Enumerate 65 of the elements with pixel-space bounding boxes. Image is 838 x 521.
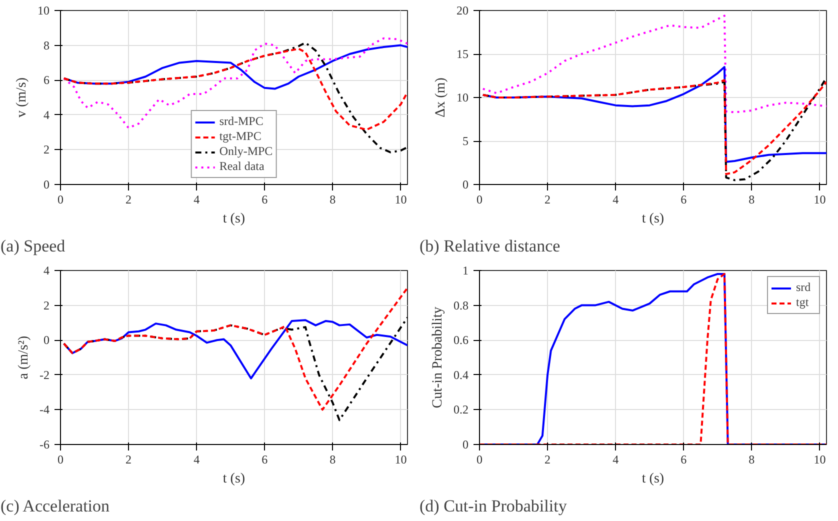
- y-tick-label: 1: [462, 264, 468, 278]
- y-axis-title: v (m/s): [14, 77, 30, 118]
- x-tick-label: 4: [612, 192, 619, 206]
- y-tick-label: 20: [456, 4, 468, 18]
- y-tick-label: 15: [456, 47, 468, 61]
- x-tick-label: 4: [612, 452, 619, 466]
- text: (c) Acceleration: [0, 496, 110, 516]
- x-tick-label: 8: [330, 452, 336, 466]
- x-tick-label: 10: [394, 452, 407, 466]
- legend-label: Only-MPC: [219, 144, 273, 159]
- x-tick-label: 6: [262, 192, 268, 206]
- x-tick-label: 8: [330, 192, 336, 206]
- text: (d) Cut-in Probability: [420, 496, 568, 516]
- y-tick-label: -4: [40, 402, 50, 417]
- x-axis-title: t (s): [642, 212, 664, 226]
- x-axis-title: t (s): [642, 472, 664, 486]
- legend-label: Real data: [219, 159, 264, 174]
- x-tick-label: 0: [58, 452, 64, 466]
- x-tick-label: 0: [58, 192, 64, 206]
- x-tick-label: 6: [262, 452, 268, 466]
- legend-label: srd-MPC: [219, 114, 264, 129]
- y-tick-label: 0.6: [454, 333, 468, 348]
- y-tick-label: 6: [44, 73, 50, 88]
- y-tick-label: 5: [462, 134, 468, 148]
- y-tick-label: 10: [456, 90, 468, 104]
- x-tick-label: 6: [680, 452, 687, 466]
- x-tick-label: 10: [814, 452, 826, 466]
- legend-label: tgt-MPC: [219, 129, 262, 144]
- x-tick-label: 8: [748, 192, 755, 206]
- y-tick-label: 0.8: [454, 298, 468, 312]
- x-tick-label: 2: [544, 452, 551, 466]
- text: (a) Speed: [0, 236, 66, 256]
- text: (b) Relative distance: [420, 236, 560, 256]
- y-tick-label: 0: [44, 333, 50, 348]
- x-tick-label: 6: [680, 192, 687, 206]
- y-tick-label: 8: [44, 38, 50, 52]
- y-tick-label: 0: [44, 178, 50, 192]
- x-tick-label: 10: [814, 192, 826, 206]
- y-tick-label: 4: [44, 108, 50, 122]
- x-tick-label: 10: [394, 192, 407, 206]
- y-tick-label: 0.4: [454, 368, 468, 382]
- x-tick-label: 4: [194, 192, 200, 206]
- legend-label: tgt: [796, 295, 810, 310]
- y-axis-title: Δx (m): [434, 77, 448, 118]
- y-axis-title: a (m/s²): [16, 335, 32, 380]
- y-tick-label: 2: [44, 298, 50, 312]
- y-tick-label: 0: [462, 178, 468, 192]
- y-axis-title: Cut-in Probability: [430, 306, 446, 408]
- x-tick-label: 2: [126, 452, 132, 466]
- y-tick-label: 4: [44, 264, 50, 278]
- x-tick-label: 2: [544, 192, 551, 206]
- y-tick-label: 10: [38, 4, 50, 18]
- legend-label: srd: [796, 280, 812, 295]
- y-tick-label: -6: [40, 438, 50, 452]
- x-tick-label: 2: [126, 192, 132, 206]
- x-tick-label: 8: [748, 452, 755, 466]
- x-tick-label: 0: [476, 192, 482, 206]
- y-tick-label: 2: [44, 142, 50, 157]
- x-axis-title: t (s): [222, 472, 246, 486]
- y-tick-label: 0.2: [454, 402, 468, 417]
- x-tick-label: 4: [194, 452, 200, 466]
- x-axis-title: t (s): [222, 212, 246, 226]
- y-tick-label: 0: [462, 438, 468, 452]
- y-tick-label: -2: [40, 368, 50, 382]
- x-tick-label: 0: [476, 452, 482, 466]
